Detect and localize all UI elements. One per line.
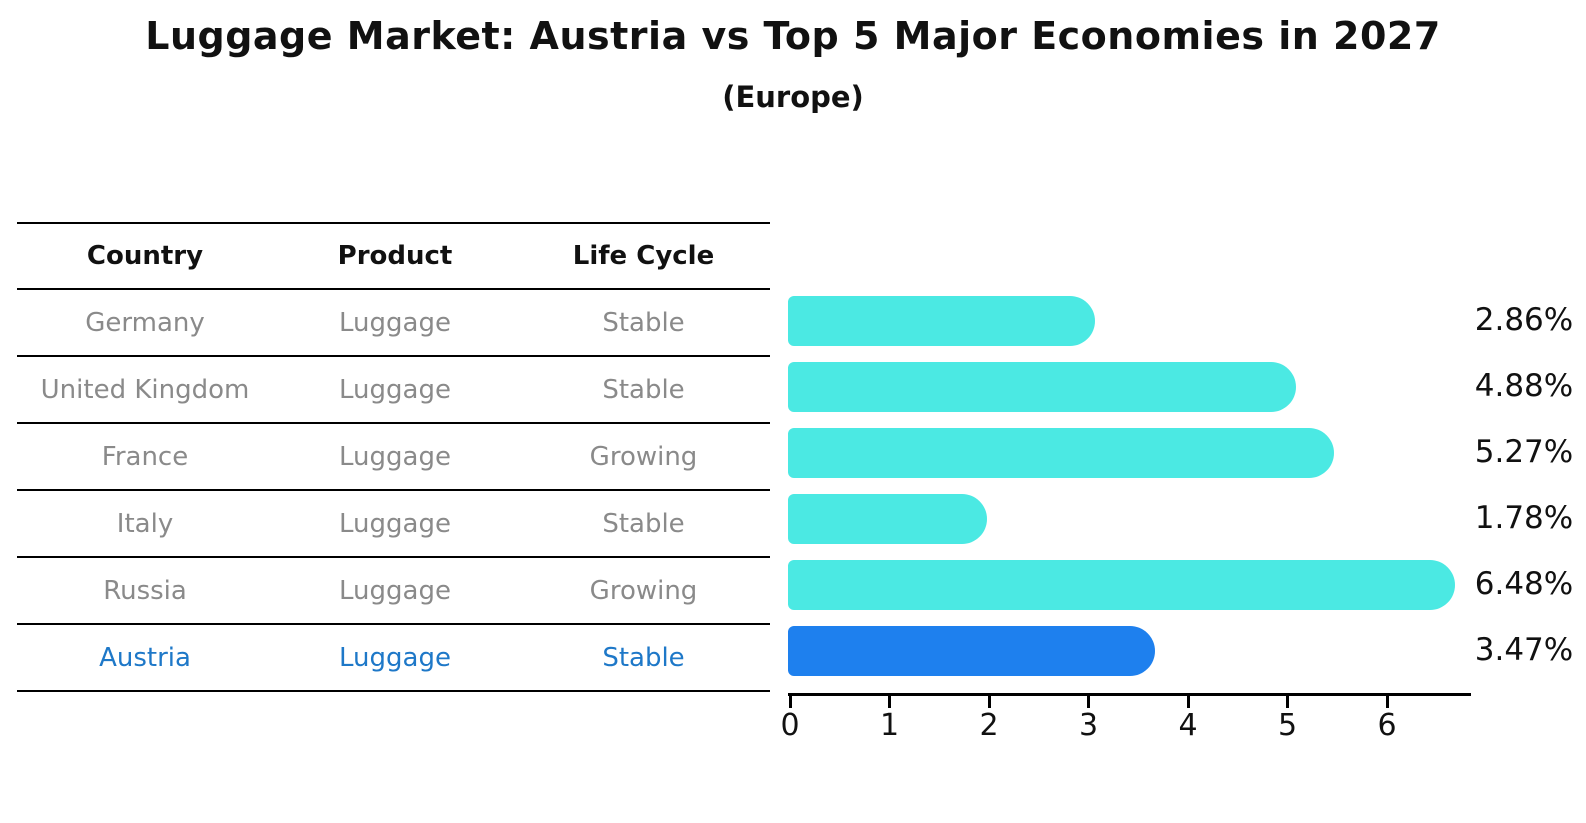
tick-mark <box>987 696 991 708</box>
country-cell: France <box>101 441 189 472</box>
comparison-table: Country Product Life Cycle Germany Lugga… <box>17 222 770 692</box>
value-label-united-kingdom: 4.88% <box>1474 368 1574 404</box>
country-cell: Russia <box>103 575 187 606</box>
product-cell: Luggage <box>339 642 451 673</box>
product-cell: Luggage <box>339 441 451 472</box>
lifecycle-cell: Stable <box>602 307 685 338</box>
column-header-product: Product <box>337 241 453 271</box>
tick-mark <box>1186 696 1190 708</box>
table-header-row: Country Product Life Cycle <box>17 224 770 290</box>
tick-label: 5 <box>1277 708 1298 743</box>
lifecycle-cell: Stable <box>602 508 685 539</box>
tick-mark <box>1286 696 1289 708</box>
country-cell: Austria <box>99 642 191 673</box>
column-header-lifecycle: Life Cycle <box>572 241 715 271</box>
product-cell: Luggage <box>339 307 451 338</box>
lifecycle-cell: Stable <box>602 374 685 405</box>
product-cell: Luggage <box>339 374 451 405</box>
column-header-country: Country <box>86 241 204 271</box>
table-row-france: France Luggage Growing <box>17 424 770 491</box>
lifecycle-cell: Growing <box>589 441 698 472</box>
value-label-austria: 3.47% <box>1474 632 1574 668</box>
chart-title: Luggage Market: Austria vs Top 5 Major E… <box>145 14 1441 58</box>
table-row-russia: Russia Luggage Growing <box>17 558 770 625</box>
country-cell: Germany <box>85 307 205 338</box>
tick-label: 6 <box>1377 708 1397 743</box>
bar-russia <box>788 560 1455 610</box>
bar-germany <box>788 296 1095 346</box>
country-cell: United Kingdom <box>40 374 250 405</box>
table-row-united-kingdom: United Kingdom Luggage Stable <box>17 357 770 424</box>
product-cell: Luggage <box>339 508 451 539</box>
value-label-france: 5.27% <box>1474 434 1574 470</box>
lifecycle-cell: Stable <box>602 642 685 673</box>
tick-label: 0 <box>780 708 800 743</box>
table-row-italy: Italy Luggage Stable <box>17 491 770 558</box>
bar-italy <box>788 494 988 544</box>
tick-mark <box>1087 696 1090 708</box>
tick-mark <box>788 696 792 708</box>
country-cell: Italy <box>116 508 174 539</box>
lifecycle-cell: Growing <box>589 575 698 606</box>
chart-subtitle: (Europe) <box>722 80 864 114</box>
tick-label: 3 <box>1078 708 1099 743</box>
table-row-germany: Germany Luggage Stable <box>17 290 770 357</box>
product-cell: Luggage <box>339 575 451 606</box>
value-label-germany: 2.86% <box>1474 302 1574 338</box>
tick-label: 2 <box>979 708 999 743</box>
tick-label: 1 <box>879 708 900 743</box>
table-row-austria-highlighted: Austria Luggage Stable <box>17 625 770 692</box>
bar-austria-highlighted <box>788 626 1156 676</box>
tick-label: 4 <box>1178 708 1198 743</box>
tick-mark <box>1385 696 1389 708</box>
bar-france <box>788 428 1335 478</box>
tick-mark <box>888 696 891 708</box>
x-axis-line <box>788 693 1471 696</box>
bar-united-kingdom <box>788 362 1296 412</box>
value-label-russia: 6.48% <box>1474 566 1574 602</box>
value-label-italy: 1.78% <box>1474 500 1574 536</box>
